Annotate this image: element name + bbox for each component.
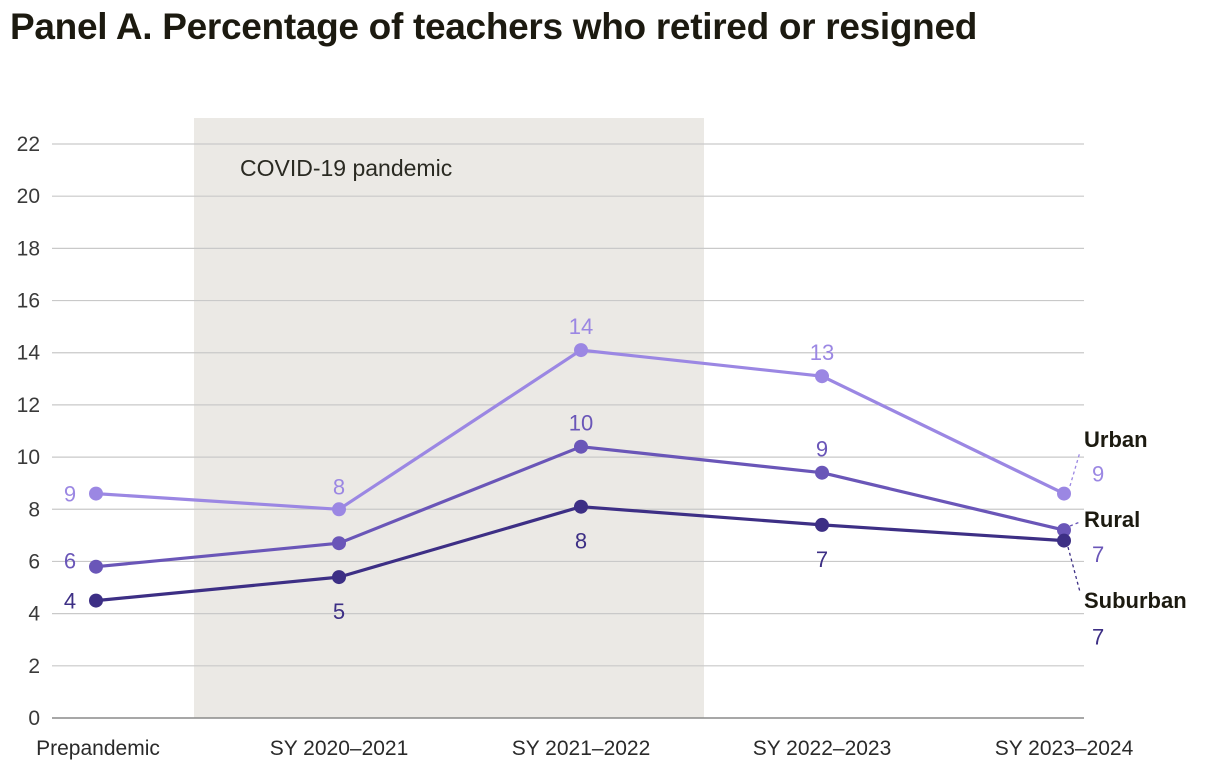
points-layer xyxy=(89,343,1071,608)
data-label-suburban: 7 xyxy=(816,547,828,572)
data-label-urban: 14 xyxy=(569,314,593,339)
data-label-rural: 6 xyxy=(64,549,76,574)
series-connector-suburban xyxy=(1067,546,1081,593)
data-point-urban xyxy=(1057,486,1071,501)
data-label-suburban: 8 xyxy=(575,529,587,554)
data-label-suburban: 5 xyxy=(333,599,345,624)
y-tick-label: 16 xyxy=(17,290,40,313)
x-tick-label: Prepandemic xyxy=(36,737,160,760)
pandemic-region-label: COVID-19 pandemic xyxy=(240,155,452,181)
y-tick-label: 20 xyxy=(17,185,40,208)
y-tick-label: 0 xyxy=(28,707,40,730)
data-point-urban xyxy=(89,486,103,501)
y-tick-label: 10 xyxy=(17,446,40,469)
data-label-rural: 10 xyxy=(569,411,593,436)
chart-title: Panel A. Percentage of teachers who reti… xyxy=(10,6,978,47)
axis-layer: 0 2 4 6 8 10 12 14 16 18 20 22 Prepandemic SY 2020–20… xyxy=(17,133,1134,760)
data-point-suburban xyxy=(815,517,829,532)
shaded-band-layer: COVID-19 pandemic xyxy=(194,118,704,718)
x-tick-label: SY 2022–2023 xyxy=(753,737,892,760)
data-point-rural xyxy=(332,536,346,551)
pandemic-shaded-region xyxy=(194,118,704,718)
x-tick-label: SY 2023–2024 xyxy=(995,737,1134,760)
x-tick-label: SY 2021–2022 xyxy=(512,737,651,760)
data-point-urban xyxy=(332,502,346,517)
data-label-urban: 9 xyxy=(1092,462,1104,487)
data-label-urban: 8 xyxy=(333,474,345,499)
y-tick-label: 8 xyxy=(28,498,40,521)
y-tick-label: 2 xyxy=(28,655,40,678)
data-point-suburban xyxy=(574,499,588,514)
data-point-rural xyxy=(815,465,829,480)
series-name-urban: Urban xyxy=(1084,427,1148,452)
y-tick-label: 18 xyxy=(17,237,40,260)
data-label-rural: 9 xyxy=(816,437,828,462)
data-point-rural xyxy=(1057,523,1071,538)
data-point-rural xyxy=(574,439,588,454)
data-point-suburban xyxy=(89,593,103,608)
data-label-suburban: 7 xyxy=(1092,625,1104,650)
data-point-rural xyxy=(89,559,103,574)
labels-layer: 9 8 14 13 9 6 10 9 7 4 5 8 7 7 Urban Rural Suburban xyxy=(64,314,1187,649)
y-tick-label: 14 xyxy=(17,342,41,365)
y-tick-label: 4 xyxy=(28,603,40,626)
series-name-rural: Rural xyxy=(1084,507,1140,532)
x-tick-label: SY 2020–2021 xyxy=(270,737,409,760)
data-point-urban xyxy=(815,369,829,384)
y-tick-label: 22 xyxy=(17,133,40,156)
y-tick-label: 6 xyxy=(28,550,40,573)
data-label-urban: 13 xyxy=(810,340,834,365)
data-point-suburban xyxy=(332,570,346,585)
grid-layer xyxy=(52,143,1084,719)
series-connector-rural xyxy=(1069,521,1081,527)
data-point-suburban xyxy=(1057,533,1071,548)
data-label-suburban: 4 xyxy=(64,589,76,614)
y-tick-label: 12 xyxy=(17,394,40,417)
data-label-urban: 9 xyxy=(64,482,76,507)
series-name-suburban: Suburban xyxy=(1084,588,1187,613)
data-point-urban xyxy=(574,343,588,358)
data-label-rural: 7 xyxy=(1092,542,1104,567)
